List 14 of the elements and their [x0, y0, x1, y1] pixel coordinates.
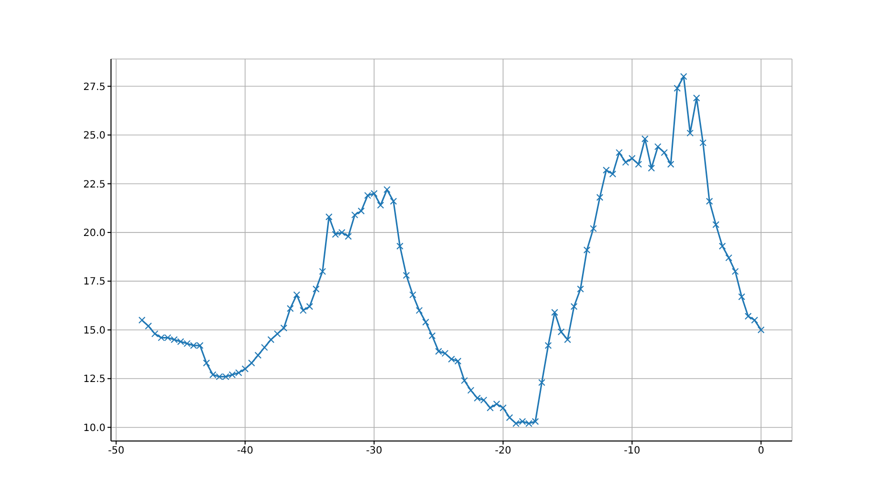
x-tick-label: -20: [494, 446, 512, 457]
y-tick-label: 15.0: [83, 325, 106, 336]
y-tick-label: 17.5: [83, 276, 106, 288]
y-tick-label: 27.5: [83, 82, 106, 93]
y-tick-label: 12.5: [83, 374, 106, 386]
y-tick-label: 20.0: [83, 228, 106, 240]
x-tick-label: 0: [758, 446, 764, 457]
y-tick-label: 22.5: [83, 179, 106, 190]
y-tick-label: 10.0: [83, 422, 106, 434]
x-tick-label: -40: [236, 446, 254, 457]
y-tick-label: 25.0: [83, 130, 106, 142]
x-tick-label: -10: [624, 446, 640, 457]
x-tick-label: -50: [108, 446, 124, 457]
x-tick-label: -30: [366, 446, 382, 457]
